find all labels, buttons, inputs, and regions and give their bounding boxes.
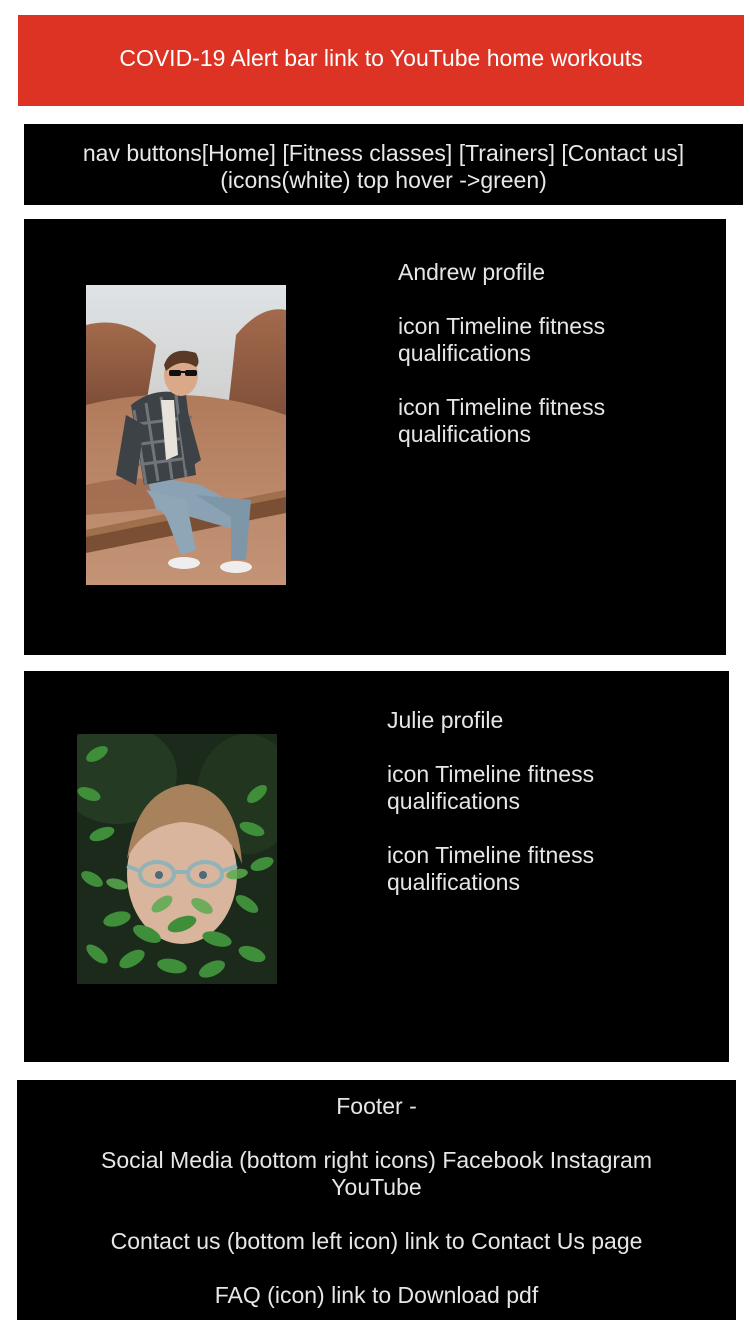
nav-bar: nav buttons[Home] [Fitness classes] [Tra…	[24, 124, 743, 205]
profile-text-andrew: Andrew profile icon Timeline fitness qua…	[398, 259, 698, 475]
profile-timeline-item: icon Timeline fitness qualifications	[387, 761, 595, 814]
profile-timeline-item: icon Timeline fitness qualifications	[387, 842, 595, 895]
profile-photo-andrew	[86, 285, 286, 585]
profile-card-julie: Julie profile icon Timeline fitness qual…	[24, 671, 729, 1062]
profile-card-andrew: Andrew profile icon Timeline fitness qua…	[24, 219, 726, 655]
covid-alert-bar[interactable]: COVID-19 Alert bar link to YouTube home …	[18, 15, 744, 106]
footer-contact-link[interactable]: Contact us (bottom left icon) link to Co…	[110, 1228, 643, 1254]
alert-link-text[interactable]: COVID-19 Alert bar link to YouTube home …	[119, 45, 643, 71]
nav-description: nav buttons[Home] [Fitness classes] [Tra…	[82, 140, 685, 193]
profile-photo-julie	[77, 734, 277, 1034]
footer-heading: Footer -	[336, 1093, 417, 1119]
footer-faq-link[interactable]: FAQ (icon) link to Download pdf	[214, 1282, 539, 1308]
footer-social-text: Social Media (bottom right icons) Facebo…	[101, 1147, 652, 1200]
footer-content: Footer - Social Media (bottom right icon…	[57, 1093, 696, 1320]
profile-name: Julie profile	[387, 707, 504, 733]
profile-text-julie: Julie profile icon Timeline fitness qual…	[387, 707, 687, 923]
profile-name: Andrew profile	[398, 259, 546, 285]
profile-timeline-item: icon Timeline fitness qualifications	[398, 313, 606, 366]
profile-timeline-item: icon Timeline fitness qualifications	[398, 394, 606, 447]
footer: Footer - Social Media (bottom right icon…	[17, 1080, 736, 1320]
